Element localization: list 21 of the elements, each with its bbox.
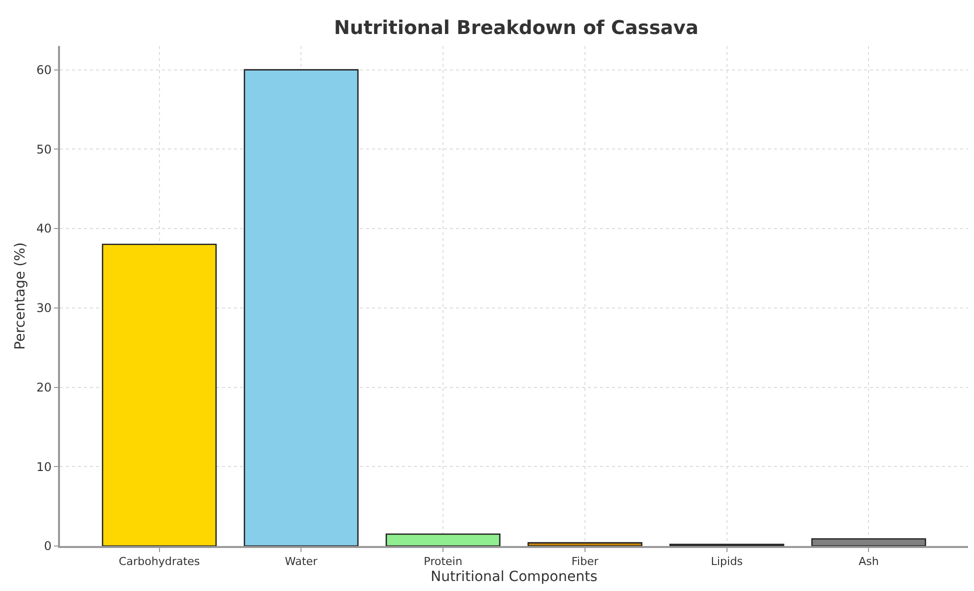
- x-tick-label: Ash: [858, 555, 879, 568]
- x-tick-label: Water: [284, 555, 318, 568]
- x-tick-label: Protein: [424, 555, 462, 568]
- bar: [811, 538, 926, 546]
- y-axis-title: Percentage (%): [12, 242, 28, 350]
- bar: [244, 69, 359, 546]
- y-tick-label: 30: [36, 301, 52, 316]
- bar: [528, 542, 642, 546]
- x-tick-label: Carbohydrates: [118, 555, 200, 568]
- y-tick-label: 20: [36, 380, 52, 394]
- y-tick-label: 10: [36, 460, 52, 474]
- x-tick-label: Fiber: [572, 555, 599, 568]
- bar: [386, 533, 500, 546]
- x-tick-label: Lipids: [710, 555, 744, 568]
- y-tick-label: 40: [36, 222, 52, 236]
- chart-title: Nutritional Breakdown of Cassava: [334, 16, 698, 39]
- y-tick-label: 0: [44, 539, 52, 554]
- x-axis-title: Nutritional Components: [430, 569, 598, 585]
- y-tick-label: 50: [36, 142, 52, 156]
- y-tick-label: 60: [36, 63, 52, 78]
- bar: [102, 244, 217, 546]
